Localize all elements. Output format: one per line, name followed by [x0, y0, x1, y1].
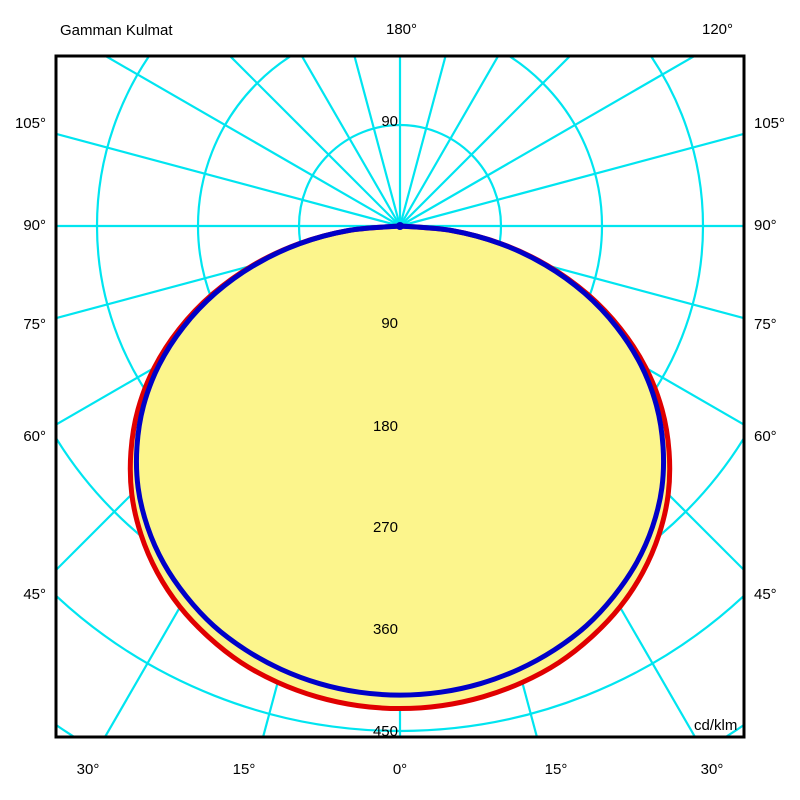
axis-label-bottom-1: 15° — [232, 761, 256, 778]
radial-tick-label-4: 360 — [372, 621, 398, 638]
radial-tick-label-3: 270 — [372, 519, 398, 536]
pole-marker — [396, 222, 404, 230]
axis-label-bottom-4: 30° — [700, 761, 724, 778]
grid-ray — [57, 133, 401, 228]
grid-ray — [399, 57, 499, 227]
distribution-fill-area — [130, 226, 670, 709]
grid-ray — [399, 57, 571, 227]
axis-label-left-1: 90° — [23, 217, 46, 234]
axis-label-left-2: 75° — [23, 316, 46, 333]
axis-label-right-3: 60° — [754, 428, 777, 445]
grid-ray — [399, 133, 743, 228]
axis-label-bottom-2: 0° — [392, 761, 408, 778]
page-title: Gamman Kulmat — [60, 22, 173, 39]
radial-tick-label-2: 180 — [372, 418, 398, 435]
axis-label-bottom-0: 30° — [76, 761, 100, 778]
axis-label-top-center: 180° — [386, 21, 418, 38]
axis-label-right-4: 45° — [754, 586, 777, 603]
grid-ray — [398, 57, 447, 227]
axis-label-left-4: 45° — [23, 586, 46, 603]
grid-ray — [353, 57, 402, 227]
axis-label-right-0: 105° — [754, 115, 786, 132]
unit-label: cd/klm — [694, 717, 738, 734]
axis-label-right-1: 90° — [754, 217, 777, 234]
plot-frame — [54, 54, 746, 739]
radial-tick-label-0: 90 — [381, 113, 398, 130]
axis-label-left-0: 105° — [14, 115, 46, 132]
grid-ray — [399, 57, 695, 227]
radial-tick-label-1: 90 — [381, 315, 398, 332]
radial-tick-label-5: 450 — [372, 723, 398, 740]
axis-label-top-right: 120° — [702, 21, 734, 38]
curve-c0-c180 — [127, 223, 673, 712]
axis-label-left-3: 60° — [23, 428, 46, 445]
grid-ray — [105, 57, 401, 227]
grid-ray — [229, 57, 401, 227]
curve-c90-c270 — [133, 223, 667, 698]
axis-label-right-2: 75° — [754, 316, 777, 333]
grid-ray — [301, 57, 401, 227]
axis-label-bottom-3: 15° — [544, 761, 568, 778]
